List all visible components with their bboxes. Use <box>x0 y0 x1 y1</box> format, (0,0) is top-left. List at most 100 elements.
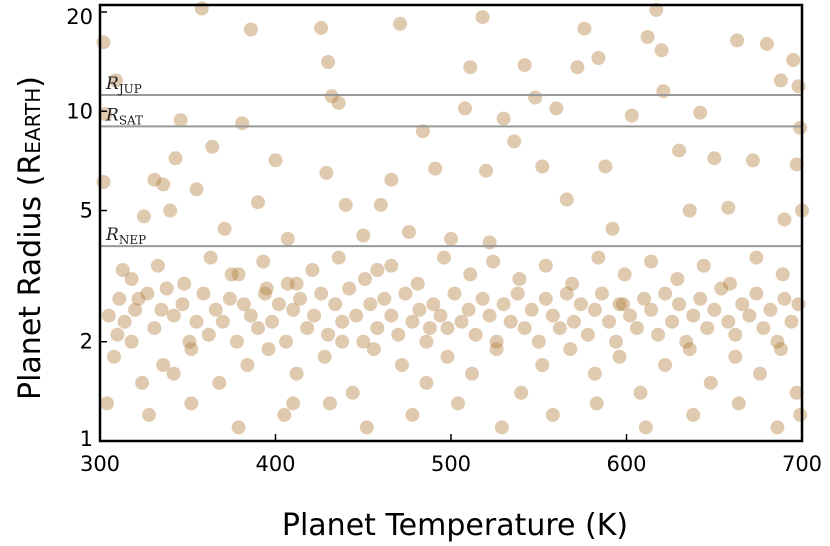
data-point <box>510 286 525 301</box>
data-point <box>665 314 680 329</box>
data-point <box>728 349 743 364</box>
data-point <box>224 267 239 282</box>
data-point <box>208 302 223 317</box>
data-point <box>419 375 434 390</box>
data-point <box>759 36 774 51</box>
data-point <box>147 172 162 187</box>
data-point <box>587 366 602 381</box>
data-point <box>377 291 392 306</box>
data-point <box>649 2 664 17</box>
data-point <box>279 334 293 349</box>
y-axis-label-main: Planet Radius (R <box>13 154 48 400</box>
data-point <box>335 314 350 329</box>
data-point <box>496 297 511 312</box>
data-point <box>293 291 308 306</box>
data-point <box>777 291 792 306</box>
data-point <box>672 143 687 158</box>
data-point <box>415 124 430 139</box>
data-point <box>229 334 244 349</box>
points-layer <box>96 1 809 435</box>
data-point <box>356 334 371 349</box>
data-point <box>300 321 315 336</box>
data-point <box>577 21 592 36</box>
data-point <box>338 197 353 212</box>
data-point <box>124 272 139 286</box>
data-point <box>489 342 504 357</box>
data-point <box>394 358 409 372</box>
data-point <box>651 327 666 342</box>
data-point <box>686 407 701 422</box>
data-point <box>693 291 708 306</box>
data-point <box>672 297 687 312</box>
data-point <box>231 267 246 282</box>
data-point <box>163 203 178 218</box>
data-point <box>749 286 764 301</box>
data-point <box>433 308 448 323</box>
x-tick-label: 500 <box>431 452 471 476</box>
data-point <box>391 327 406 342</box>
data-point <box>489 334 504 349</box>
data-point <box>486 254 501 269</box>
reference-label-sat: RSAT <box>105 105 143 127</box>
data-point <box>444 231 458 246</box>
data-point <box>268 153 283 168</box>
data-point <box>451 396 465 411</box>
reference-label-symbol: R <box>105 105 119 125</box>
data-point <box>222 291 237 306</box>
data-point <box>331 95 346 110</box>
data-point <box>412 302 427 317</box>
data-point <box>356 228 371 243</box>
reference-label-subscript: SAT <box>119 113 143 127</box>
data-point <box>289 366 304 381</box>
data-point <box>565 276 580 291</box>
data-point <box>638 420 653 435</box>
y-axis-label: Planet Radius (REARTH) <box>13 76 48 400</box>
data-point <box>479 163 494 178</box>
data-point <box>658 358 673 372</box>
data-point <box>426 297 441 312</box>
data-point <box>482 235 497 250</box>
data-point <box>314 20 329 35</box>
data-point <box>265 314 279 329</box>
data-point <box>342 281 357 296</box>
data-point <box>107 349 121 364</box>
data-point <box>189 314 204 329</box>
data-point <box>189 182 204 197</box>
reference-label-symbol: R <box>105 225 119 245</box>
data-point <box>280 276 295 291</box>
x-tick-label: 300 <box>80 452 120 476</box>
data-point <box>131 291 146 306</box>
data-point <box>405 407 420 422</box>
y-tick-label: 2 <box>80 330 93 354</box>
data-point <box>580 327 595 342</box>
data-point <box>656 84 671 99</box>
data-point <box>461 302 476 317</box>
data-point <box>321 55 336 69</box>
data-point <box>624 108 639 123</box>
data-point <box>535 358 550 372</box>
data-point <box>591 250 606 265</box>
data-point <box>644 254 659 269</box>
data-point <box>703 375 718 390</box>
data-point <box>730 33 745 48</box>
data-point <box>286 302 301 317</box>
data-point <box>440 321 455 336</box>
data-point <box>679 334 694 349</box>
data-point <box>217 221 232 236</box>
data-point <box>319 165 334 180</box>
data-point <box>156 177 171 192</box>
data-point <box>793 407 808 422</box>
data-point <box>630 321 644 336</box>
data-point <box>524 302 539 317</box>
data-point <box>231 420 246 435</box>
data-point <box>324 89 339 104</box>
data-point <box>370 321 385 336</box>
plot-frame <box>98 3 804 443</box>
data-point <box>721 200 736 215</box>
data-point <box>349 308 364 323</box>
data-point <box>723 276 737 291</box>
data-point <box>235 116 250 131</box>
data-point <box>686 308 701 323</box>
reference-label-jup: RJUP <box>105 74 142 96</box>
